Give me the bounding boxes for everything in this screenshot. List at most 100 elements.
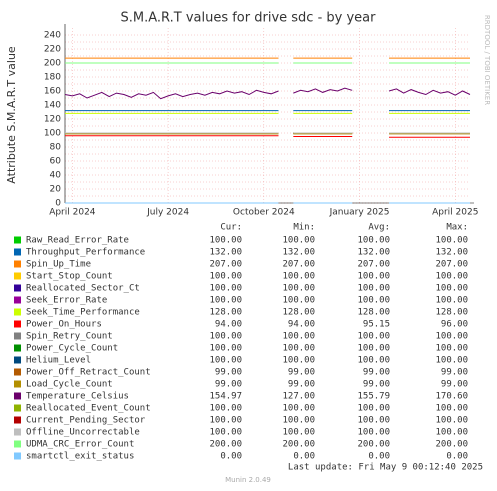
legend-value: 0.00 [293,452,315,462]
legend-swatch [14,236,21,244]
y-tick-label: 140 [44,101,61,111]
legend-value: 100.00 [435,416,468,426]
legend-value: 100.00 [282,404,315,414]
legend-name: Start_Stop_Count [26,272,113,282]
legend-value: 94.00 [215,320,242,330]
legend-value: 100.00 [282,272,315,282]
legend-swatch [14,428,21,436]
legend-swatch [14,296,21,304]
legend-value: 200.00 [282,440,315,450]
legend-value: 132.00 [435,248,468,258]
legend-name: Offline_Uncorrectable [26,428,140,438]
legend-value: 100.00 [209,296,242,306]
legend-swatch [14,392,21,400]
legend-value: 100.00 [282,416,315,426]
legend-value: 100.00 [209,236,242,246]
chart-title: S.M.A.R.T values for drive sdc - by year [121,11,377,26]
legend-value: 100.00 [357,284,390,294]
legend-value: 100.00 [435,344,468,354]
series-line [65,135,470,138]
legend-value: 207.00 [357,260,390,270]
legend-value: 100.00 [282,332,315,342]
legend-swatch [14,320,21,328]
legend-name: Throughput_Performance [26,248,145,258]
legend-header: Avg: [368,223,390,233]
legend-header: Max: [446,223,468,233]
legend-value: 128.00 [282,308,315,318]
legend-value: 99.00 [441,380,468,390]
y-tick-label: 100 [44,129,61,139]
legend-value: 128.00 [209,308,242,318]
legend-name: Power_Cycle_Count [26,344,118,354]
legend-value: 100.00 [435,428,468,438]
y-tick-label: 60 [50,157,62,167]
legend-name: smartctl_exit_status [26,452,134,462]
legend-swatch [14,416,21,424]
legend-value: 100.00 [435,272,468,282]
legend-swatch [14,356,21,364]
legend-value: 0.00 [446,452,468,462]
legend-name: Seek_Error_Rate [26,296,107,306]
legend-swatch [14,332,21,340]
legend-value: 132.00 [282,248,315,258]
legend-swatch [14,248,21,256]
legend-value: 100.00 [357,296,390,306]
legend-value: 100.00 [282,284,315,294]
series-line [64,87,471,100]
legend-value: 99.00 [363,380,390,390]
y-tick-label: 0 [55,199,61,209]
legend-name: Spin_Up_Time [26,260,91,270]
legend-value: 100.00 [209,344,242,354]
legend-value: 100.00 [282,356,315,366]
legend-name: Power_On_Hours [26,320,102,330]
legend-swatch [14,404,21,412]
x-tick-label: April 2024 [49,208,96,218]
legend-value: 95.15 [363,320,390,330]
legend-value: 100.00 [357,428,390,438]
y-tick-label: 240 [44,31,61,41]
legend-swatch [14,272,21,280]
side-text: RRDTOOL / TOBI OETIKER [483,15,491,105]
legend-value: 100.00 [282,428,315,438]
legend-value: 128.00 [357,308,390,318]
legend-value: 100.00 [209,332,242,342]
last-update: Last update: Fri May 9 00:12:40 2025 [288,463,483,473]
y-tick-label: 20 [50,185,62,195]
legend-swatch [14,452,21,460]
legend-swatch [14,380,21,388]
y-tick-label: 220 [44,45,61,55]
legend-value: 100.00 [357,356,390,366]
legend-value: 100.00 [357,416,390,426]
y-tick-label: 120 [44,115,61,125]
legend-name: Load_Cycle_Count [26,380,113,390]
legend-value: 100.00 [435,284,468,294]
y-tick-label: 200 [44,59,61,69]
legend-value: 99.00 [441,368,468,378]
legend-value: 128.00 [435,308,468,318]
legend-value: 155.79 [357,392,390,402]
legend-header: Min: [293,223,315,233]
legend-value: 100.00 [435,332,468,342]
legend-value: 207.00 [435,260,468,270]
legend-value: 200.00 [209,440,242,450]
legend-value: 200.00 [357,440,390,450]
legend-value: 100.00 [357,236,390,246]
legend-value: 100.00 [282,344,315,354]
legend-swatch [14,308,21,316]
legend-value: 0.00 [368,452,390,462]
legend-value: 100.00 [209,356,242,366]
legend-swatch [14,284,21,292]
legend-value: 100.00 [209,416,242,426]
x-tick-label: October 2024 [233,208,295,218]
legend-value: 100.00 [209,272,242,282]
legend-value: 96.00 [441,320,468,330]
y-tick-label: 180 [44,73,61,83]
legend-value: 94.00 [288,320,315,330]
legend-value: 100.00 [357,272,390,282]
legend-name: Raw_Read_Error_Rate [26,236,129,246]
legend-name: UDMA_CRC_Error_Count [26,440,134,450]
legend-value: 99.00 [363,368,390,378]
footer: Munin 2.0.49 [225,476,271,484]
legend-swatch [14,344,21,352]
